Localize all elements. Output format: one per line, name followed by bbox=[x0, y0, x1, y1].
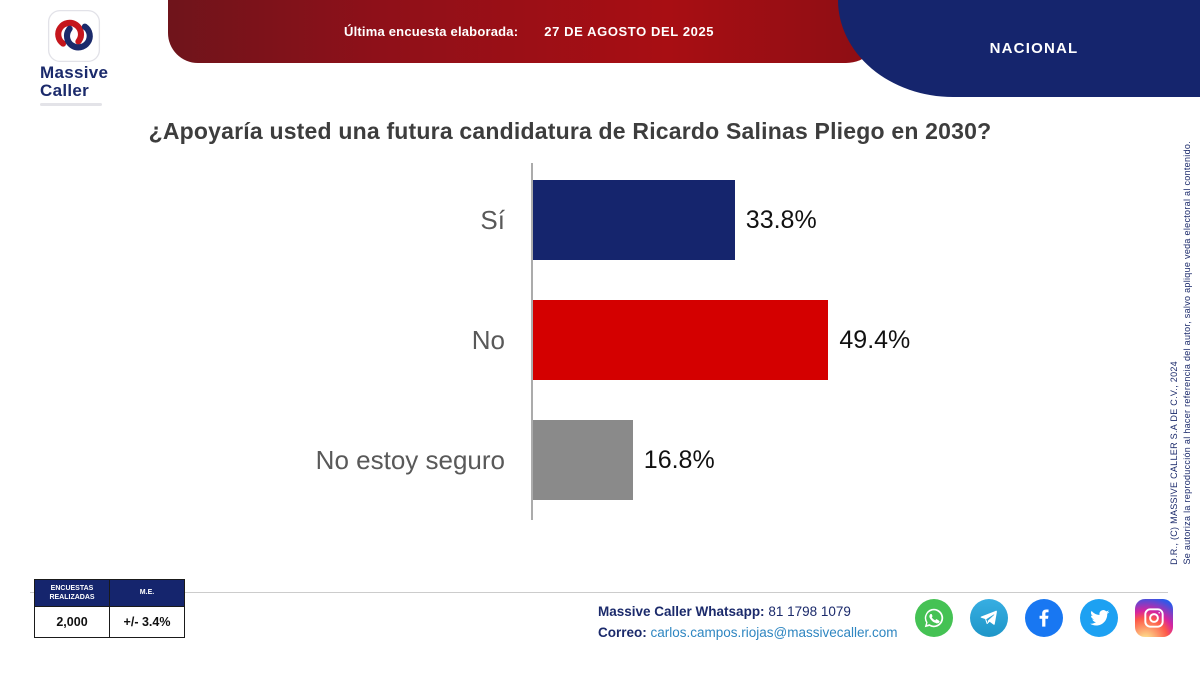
telegram-icon[interactable] bbox=[970, 599, 1008, 637]
whatsapp-icon[interactable] bbox=[915, 599, 953, 637]
email-link[interactable]: carlos.campos.riojas@massivecaller.com bbox=[646, 625, 898, 640]
region-label: NACIONAL bbox=[989, 40, 1079, 57]
footer-divider bbox=[30, 592, 1168, 593]
instagram-icon[interactable] bbox=[1135, 599, 1173, 637]
value-label: 49.4% bbox=[839, 325, 911, 354]
copyright-note: D.R., (C) MASSIVE CALLER S.A DE C.V., 20… bbox=[1169, 361, 1179, 565]
region-banner: NACIONAL bbox=[838, 0, 1200, 97]
bar-2 bbox=[532, 300, 829, 380]
logo-text-line1: Massive bbox=[40, 63, 109, 82]
massive-caller-logo: Massive Caller bbox=[40, 8, 150, 106]
authorization-note: Se autoriza la reproducción al hacer ref… bbox=[1182, 141, 1192, 565]
contact-whatsapp-line: Massive Caller Whatsapp: 81 1798 1079 bbox=[598, 601, 898, 622]
sample-stats-table: ENCUESTAS REALIZADAS M.E. 2,000 +/- 3.4% bbox=[34, 579, 185, 638]
category-label: No bbox=[471, 324, 505, 355]
chart-row: No estoy seguro 16.8% bbox=[0, 420, 1140, 500]
bar-1 bbox=[532, 180, 735, 260]
logo-tagline-rule bbox=[40, 103, 102, 106]
bar-3 bbox=[532, 420, 633, 500]
last-survey-label: Última encuesta elaborada: bbox=[344, 24, 519, 39]
stats-value-me: +/- 3.4% bbox=[109, 606, 185, 638]
massive-caller-logo-icon bbox=[40, 8, 150, 64]
category-label: No estoy seguro bbox=[315, 444, 505, 475]
contact-block: Massive Caller Whatsapp: 81 1798 1079 Co… bbox=[598, 601, 898, 643]
chart-rows: Sí 33.8% No 49.4% No estoy seguro 16.8% bbox=[0, 180, 1140, 500]
contact-email-line: Correo: carlos.campos.riojas@massivecall… bbox=[598, 622, 898, 643]
header-ribbon: Última encuesta elaborada: 27 DE AGOSTO … bbox=[168, 0, 882, 63]
stats-header-me: M.E. bbox=[109, 579, 185, 607]
twitter-icon[interactable] bbox=[1080, 599, 1118, 637]
last-survey-date: 27 DE AGOSTO DEL 2025 bbox=[544, 24, 715, 39]
rights-note: D.R., (C) MASSIVE CALLER S.A DE C.V., 20… bbox=[1169, 105, 1192, 565]
stats-value-encuestas: 2,000 bbox=[34, 606, 110, 638]
social-icons bbox=[915, 599, 1173, 637]
chart-title: ¿Apoyaría usted una futura candidatura d… bbox=[148, 118, 992, 144]
bar-chart: Sí 33.8% No 49.4% No estoy seguro 16.8% bbox=[0, 180, 1140, 540]
whatsapp-number: 81 1798 1079 bbox=[764, 604, 851, 619]
logo-text-line2: Caller bbox=[40, 81, 90, 100]
chart-row: No 49.4% bbox=[0, 300, 1140, 380]
whatsapp-label: Massive Caller Whatsapp: bbox=[598, 604, 765, 619]
value-label: 16.8% bbox=[643, 445, 715, 474]
stats-header-encuestas: ENCUESTAS REALIZADAS bbox=[34, 579, 110, 607]
email-label: Correo: bbox=[598, 625, 647, 640]
chart-axis bbox=[531, 163, 533, 520]
value-label: 33.8% bbox=[745, 205, 817, 234]
facebook-icon[interactable] bbox=[1025, 599, 1063, 637]
category-label: Sí bbox=[480, 204, 505, 235]
chart-row: Sí 33.8% bbox=[0, 180, 1140, 260]
